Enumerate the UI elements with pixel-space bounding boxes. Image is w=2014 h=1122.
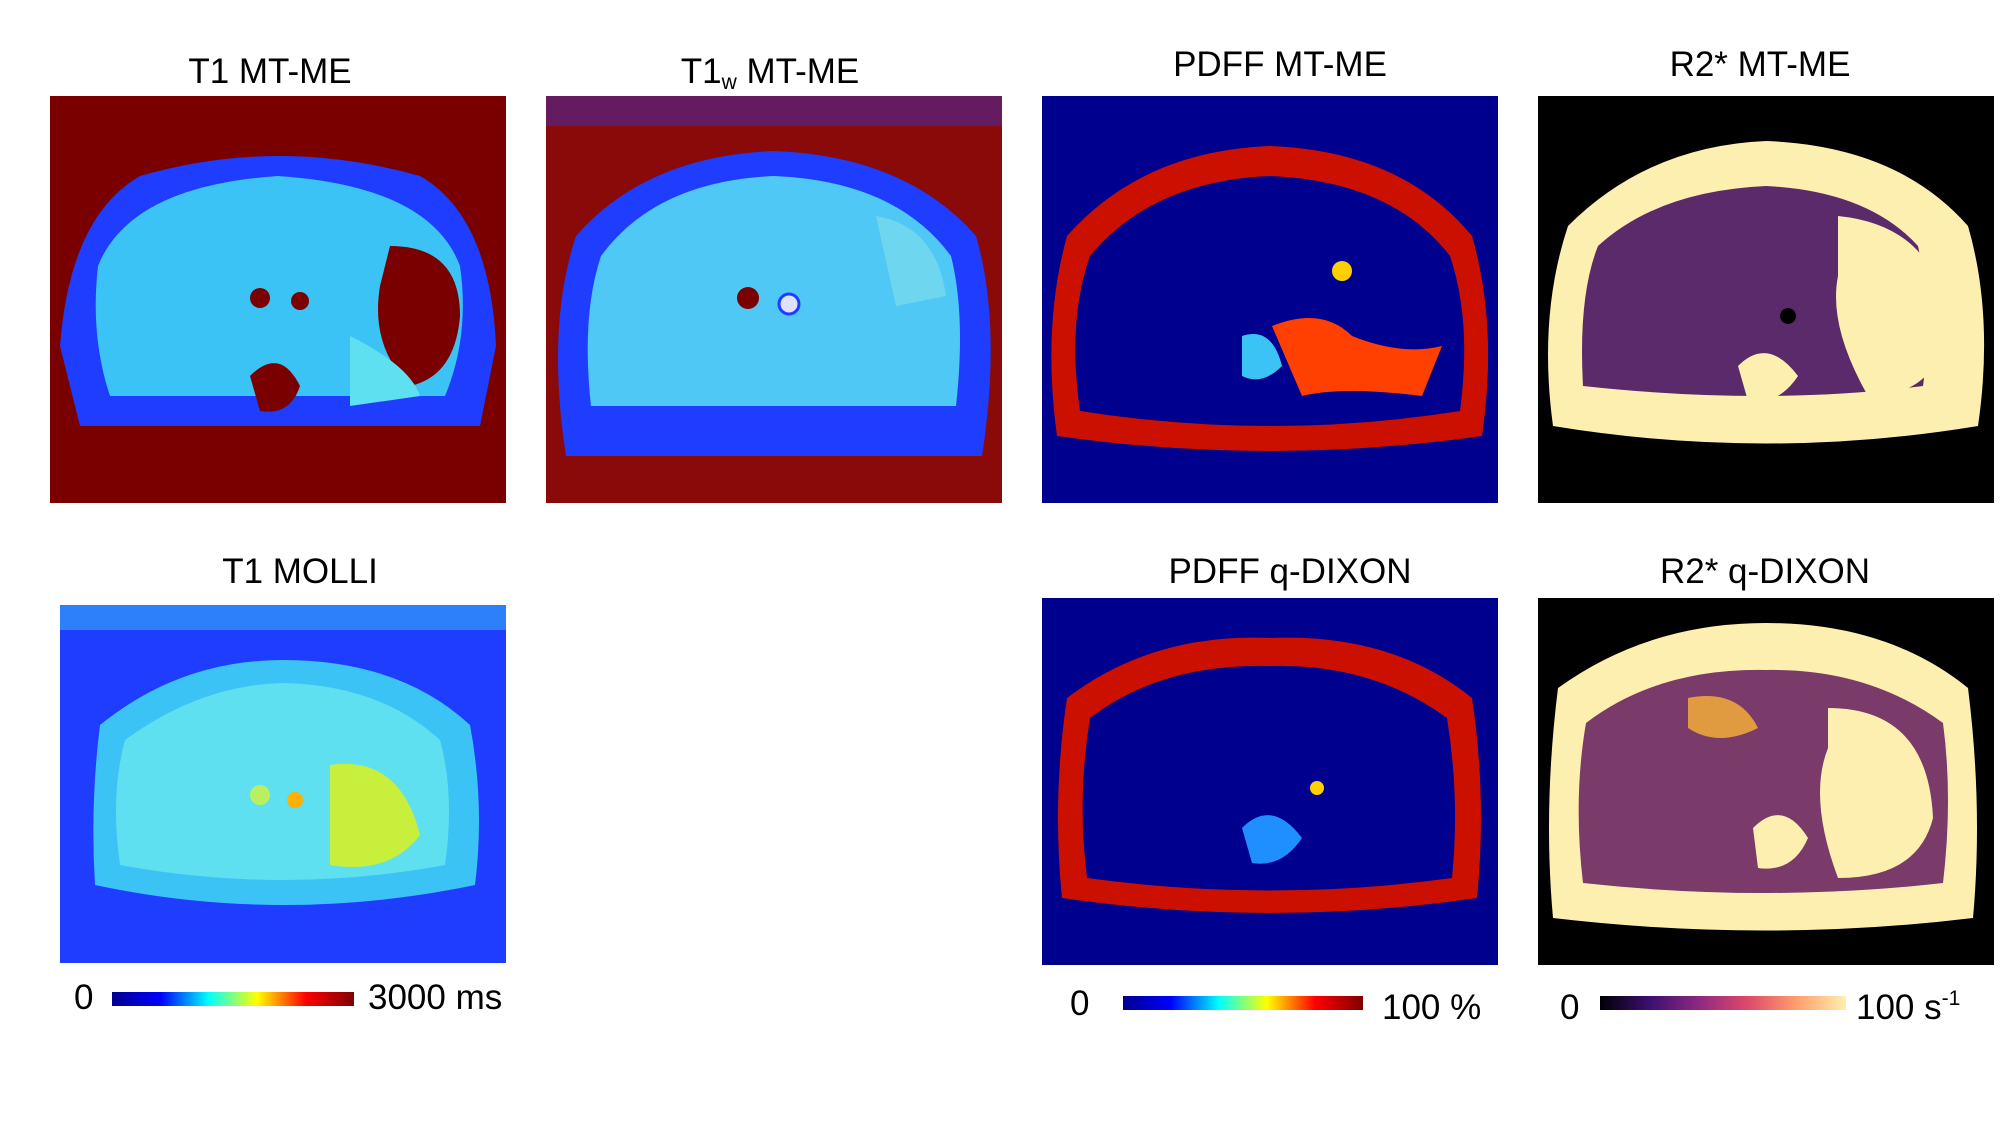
image-r2s-qdixon (1538, 598, 1994, 965)
title-r2s-mtme: R2* MT-ME (1669, 45, 1851, 84)
cbar-pdff-max: 100 % (1382, 988, 1482, 1027)
cbar-pdff (1123, 996, 1363, 1010)
cbar-pdff-min: 0 (1070, 984, 1090, 1023)
title-r2s-qdixon: R2* q-DIXON (1659, 552, 1871, 591)
title-t1w-mtme: T1w MT-ME (640, 52, 900, 94)
cbar-t1 (112, 992, 354, 1006)
title-pdff-qdixon: PDFF q-DIXON (1168, 552, 1412, 591)
cbar-r2s-max-sup: -1 (1941, 987, 1961, 1010)
title-pdff-mtme: PDFF MT-ME (1173, 45, 1387, 84)
image-t1-mtme (50, 96, 506, 503)
cbar-r2s (1600, 996, 1846, 1010)
title-t1w-main: T1 (680, 52, 722, 91)
image-r2s-mtme (1538, 96, 1994, 503)
cbar-t1-max: 3000 ms (368, 978, 503, 1017)
image-t1-molli (60, 605, 506, 963)
image-t1w-mtme (546, 96, 1002, 503)
title-t1-molli: T1 MOLLI (222, 552, 378, 591)
image-pdff-mtme (1042, 96, 1498, 503)
cbar-r2s-min: 0 (1560, 988, 1580, 1027)
cbar-r2s-max-main: 100 s (1856, 988, 1942, 1027)
cbar-r2s-max: 100 s-1 (1856, 988, 1960, 1028)
image-pdff-qdixon (1042, 598, 1498, 965)
title-t1w-sub: w (721, 71, 737, 94)
cbar-t1-min: 0 (74, 978, 94, 1017)
title-t1w-rest: MT-ME (736, 52, 860, 91)
title-t1-mtme: T1 MT-ME (188, 52, 352, 91)
